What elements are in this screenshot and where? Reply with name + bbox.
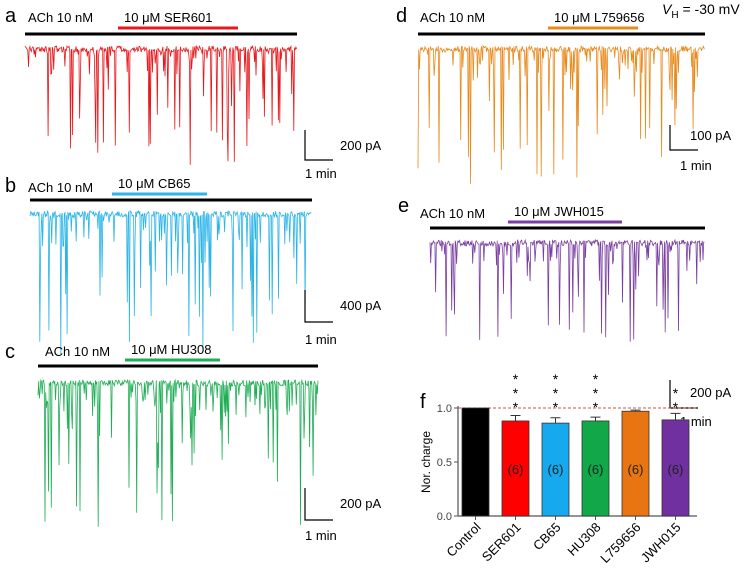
significance-star: * (673, 385, 679, 401)
x-tick-label: JWH015 (638, 520, 684, 566)
trace-panel-c: c ACh 10 nM 10 μM HU308 200 pA 1 min (5, 341, 382, 543)
control-label: ACh 10 nM (28, 10, 93, 25)
scale-bar (304, 488, 333, 521)
current-trace (37, 378, 319, 527)
significance-star: * (513, 399, 519, 415)
significance-star: * (513, 385, 519, 401)
trace-panel-a: a ACh 10 nM 10 μM SER601 200 pA1 min (5, 5, 382, 181)
drug-label: 10 μM L759656 (554, 10, 645, 25)
y-tick-label: 0.5 (437, 457, 452, 469)
panel-label: d (396, 5, 407, 27)
scale-amplitude-label: 100 pA (690, 128, 732, 143)
panel-label: a (5, 5, 17, 27)
x-tick-label: HU308 (564, 520, 603, 559)
drug-label: 10 μM CB65 (118, 176, 191, 191)
significance-star: * (593, 399, 599, 415)
bar-hu308 (581, 420, 610, 517)
holding-potential-label: VH = -30 mV (662, 1, 740, 21)
error-bar (590, 416, 601, 421)
n-label: (6) (628, 462, 644, 477)
panel-label: c (5, 341, 15, 363)
scale-time-label: 1 min (305, 166, 337, 181)
n-label: (6) (588, 462, 604, 477)
n-label: (6) (668, 462, 684, 477)
significance-star: * (593, 385, 599, 401)
n-label: (6) (548, 462, 564, 477)
error-bar (550, 417, 561, 424)
scale-amplitude-label: 200 pA (690, 385, 732, 400)
scale-bar (304, 130, 333, 161)
drug-label: 10 μM JWH015 (514, 204, 604, 219)
drug-label: 10 μM HU308 (131, 342, 211, 357)
significance-star: * (553, 371, 559, 387)
scale-time-label: 1 min (680, 158, 712, 173)
scale-time-label: 1 min (305, 528, 337, 543)
scale-time-label: 1 min (305, 332, 337, 347)
current-trace (417, 44, 705, 184)
error-bar (670, 412, 681, 420)
significance-star: * (673, 399, 679, 415)
bar-cb65 (541, 422, 570, 517)
panel-label: f (420, 391, 426, 413)
current-trace (429, 238, 705, 342)
y-tick-label: 0.0 (437, 511, 452, 523)
panel-label: b (5, 175, 16, 197)
bar-jwh015 (661, 419, 690, 517)
scale-amplitude-label: 200 pA (340, 496, 382, 511)
scale-bar (669, 125, 698, 151)
y-axis-label: Nor. charge (419, 431, 433, 493)
bar-control (461, 407, 490, 517)
control-label: ACh 10 nM (420, 10, 485, 25)
x-tick-label: CB65 (530, 520, 564, 554)
scale-amplitude-label: 400 pA (340, 298, 382, 313)
drug-label: 10 μM SER601 (124, 10, 212, 25)
significance-star: * (553, 385, 559, 401)
n-label: (6) (508, 462, 524, 477)
bar-ser601 (501, 420, 530, 517)
current-trace (29, 209, 312, 355)
control-label: ACh 10 nM (45, 344, 110, 359)
x-tick-label: L759656 (597, 520, 643, 566)
control-label: ACh 10 nM (420, 206, 485, 221)
significance-star: * (513, 371, 519, 387)
trace-panel-b: b ACh 10 nM 10 μM CB65 400 pA 1 min (5, 175, 382, 355)
significance-star: * (553, 399, 559, 415)
x-tick-label: SER601 (479, 520, 524, 565)
significance-star: * (593, 371, 599, 387)
scale-amplitude-label: 200 pA (340, 138, 382, 153)
error-bar (510, 415, 521, 421)
trace-panel-d: d ACh 10 nM 10 μM L759656 100 pA 1 min (396, 5, 732, 184)
panel-label: e (398, 195, 409, 217)
error-bar (630, 409, 641, 412)
y-tick-label: 1.0 (437, 403, 452, 415)
current-trace (24, 44, 297, 165)
scale-bar (304, 290, 333, 323)
control-label: ACh 10 nM (28, 180, 93, 195)
bar-l759656 (621, 410, 650, 517)
